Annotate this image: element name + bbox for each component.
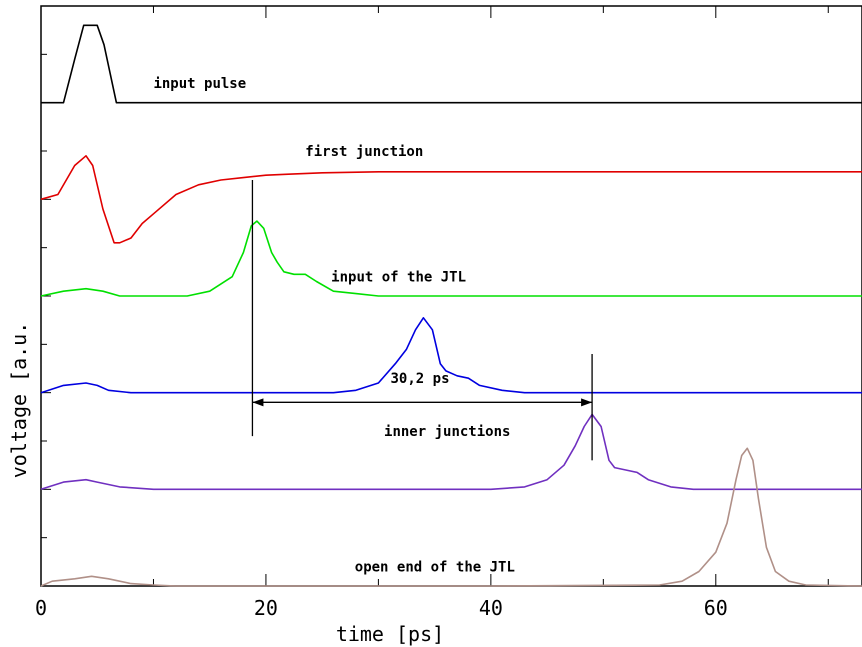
x-tick-label: 0 xyxy=(35,596,47,620)
series-line-6 xyxy=(40,447,862,587)
arrowhead-right xyxy=(581,398,593,407)
curve-label-2: first junction xyxy=(305,144,423,160)
series-line-3 xyxy=(40,220,862,297)
curve-label-1: input pulse xyxy=(153,76,246,92)
series-line-2 xyxy=(40,155,862,244)
measurement-layer: 30,2 ps xyxy=(251,180,593,461)
x-tick-labels: 0 20 40 60 xyxy=(35,596,728,620)
x-tick-label: 40 xyxy=(479,596,503,620)
y-axis-title: voltage [a.u. xyxy=(7,322,31,479)
series-line-1 xyxy=(41,24,862,104)
series-layer xyxy=(40,24,862,587)
arrowhead-left xyxy=(252,398,264,407)
x-tick-label: 20 xyxy=(254,596,278,620)
x-axis-title: time [ps] xyxy=(336,622,444,646)
series-line-5 xyxy=(40,413,862,491)
x-tick-label: 60 xyxy=(704,596,728,620)
annotation-layer: input pulse first junction input of the JT… xyxy=(153,76,514,575)
series-line-4 xyxy=(40,316,862,394)
curve-label-4: inner junctions xyxy=(384,424,510,440)
curve-label-5: open end of the JTL xyxy=(355,560,515,576)
measurement-label: 30,2 ps xyxy=(391,371,450,387)
curve-label-3: input of the JTL xyxy=(331,270,466,286)
